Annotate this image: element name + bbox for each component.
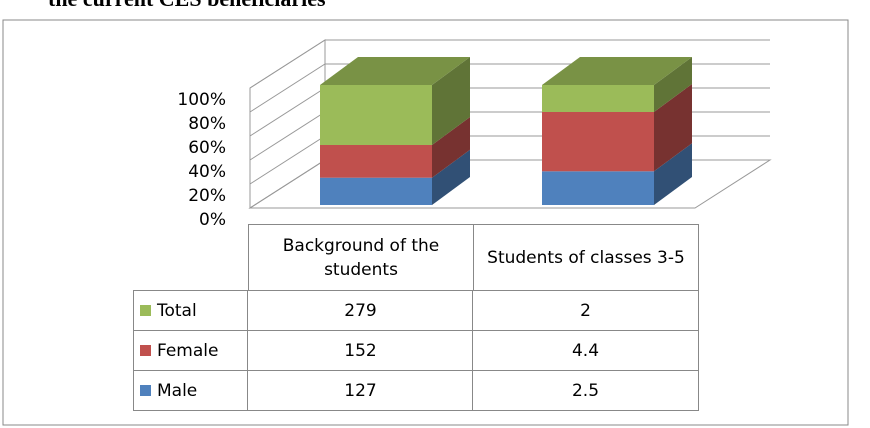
bar-side: [432, 149, 470, 205]
y-tick-label: 40%: [188, 162, 226, 182]
y-tick-label: 60%: [188, 138, 226, 158]
chart-frame: [2, 19, 849, 426]
bar-side: [654, 57, 692, 112]
y-tick-label: 80%: [188, 114, 226, 134]
y-tick-label: 0%: [199, 210, 226, 230]
bar: [320, 85, 432, 145]
bar-side: [432, 57, 470, 145]
table-value: 4.4: [472, 330, 699, 371]
bar: [542, 171, 654, 205]
table-value: 2.5: [472, 370, 699, 411]
grid-line: [249, 39, 770, 89]
legend-swatch: [140, 385, 151, 396]
y-tick-label: 100%: [177, 90, 226, 110]
legend-label: Female: [157, 340, 219, 361]
legend-label: Total: [157, 300, 197, 321]
x-tick-label: Students of classes 3-5: [473, 224, 699, 291]
bar-side: [654, 143, 692, 205]
legend-item: Total: [133, 290, 249, 331]
legend-item: Female: [133, 330, 249, 371]
table-value: 152: [247, 330, 474, 371]
table-value: 279: [247, 290, 474, 331]
legend-swatch: [140, 305, 151, 316]
bar-top: [320, 57, 470, 85]
table-value: 2: [472, 290, 699, 331]
bar: [542, 85, 654, 112]
x-tick-label: Background of the students: [248, 224, 474, 291]
y-tick-label: 20%: [188, 186, 226, 206]
table-value: 127: [247, 370, 474, 411]
legend-label: Male: [157, 380, 198, 401]
bar-side: [654, 83, 692, 172]
legend-swatch: [140, 345, 151, 356]
bar: [542, 111, 654, 172]
bar: [320, 145, 432, 178]
legend-item: Male: [133, 370, 249, 411]
bar-top: [542, 57, 692, 85]
wall: [249, 39, 326, 209]
caption: the current CES beneficiaries: [48, 0, 326, 12]
bar: [320, 177, 432, 205]
bar-side: [432, 117, 470, 178]
